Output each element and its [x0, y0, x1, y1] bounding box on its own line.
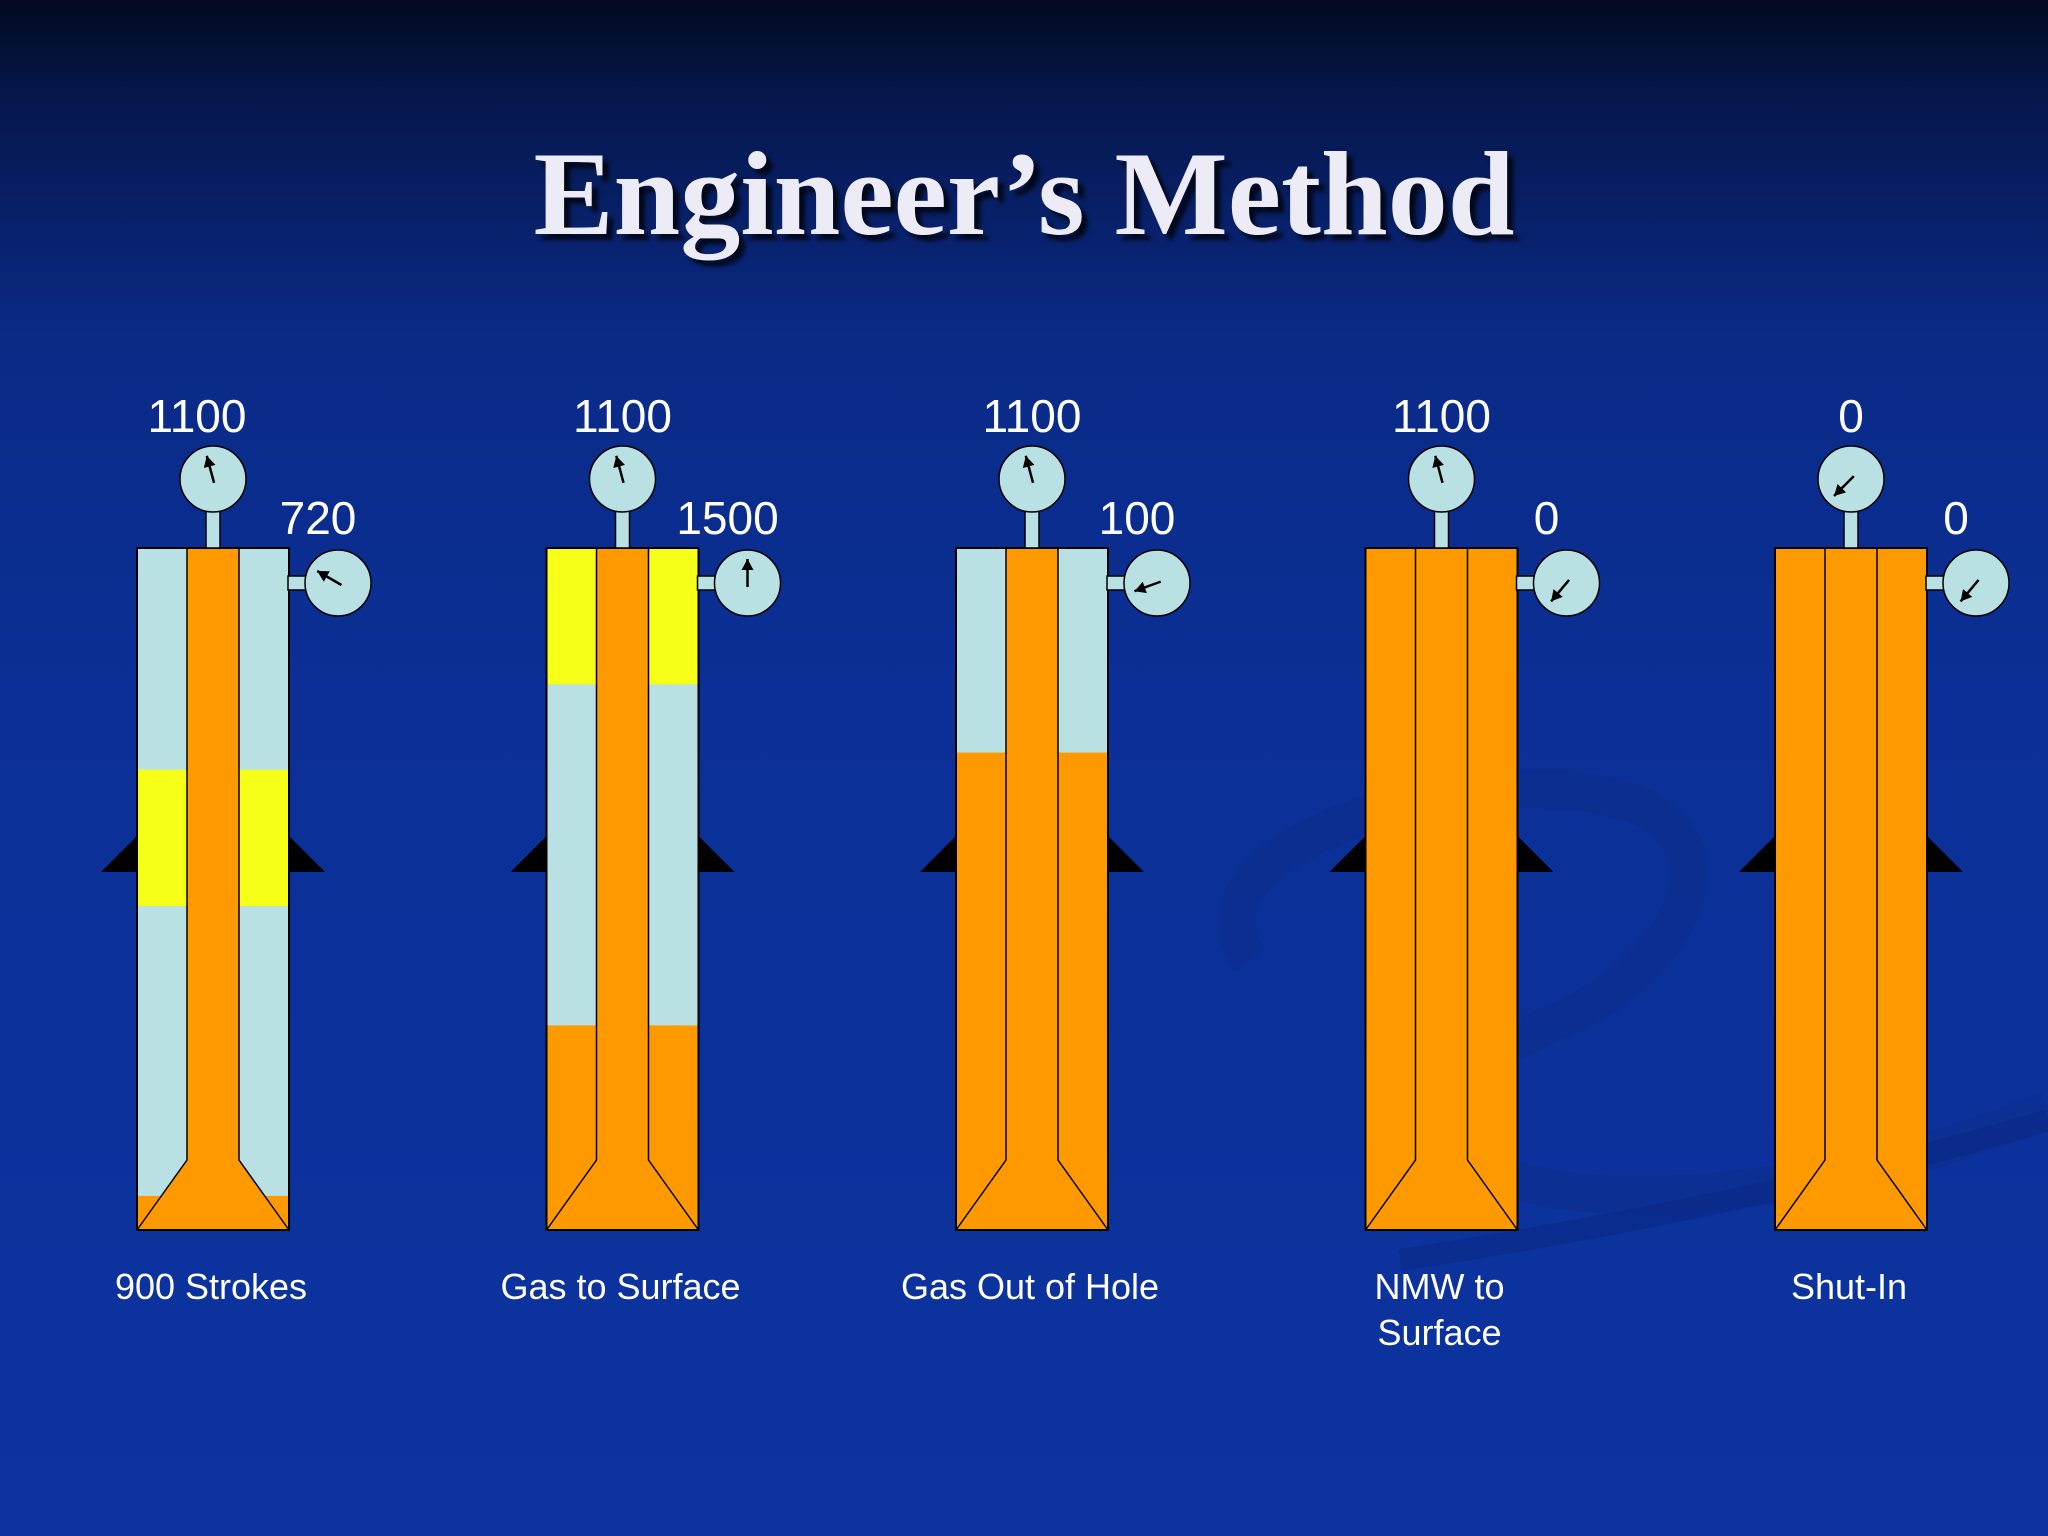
- well-stage: 0 0 Shut-In: [1739, 390, 2010, 1307]
- drillpipe-gauge-stem: [1433, 507, 1450, 549]
- drillpipe-wall-right: [238, 548, 290, 1231]
- drillpipe-pressure-label: 0: [1838, 390, 1864, 442]
- casing-shoe-right: [1517, 836, 1554, 872]
- needle-head: [1432, 455, 1444, 468]
- stage-caption-line: Gas to Surface: [500, 1266, 740, 1307]
- casing-shoe-right: [698, 836, 735, 872]
- slide-title: Engineer’s Method: [533, 127, 1515, 260]
- drillpipe-gauge-stem: [1024, 507, 1040, 549]
- drillpipe-gauge-needle: [1432, 455, 1444, 484]
- drillpipe-gauge-needle: [613, 455, 625, 484]
- casing-shoe-right: [289, 836, 325, 872]
- drillpipe-pressure-label: 1100: [148, 390, 247, 442]
- needle-head: [1022, 455, 1035, 468]
- casing-shoe-right: [1927, 836, 1963, 872]
- casing-gauge-needle: [316, 569, 343, 587]
- casing-shoe-right: [1108, 836, 1144, 872]
- casing-shoe-left: [510, 836, 547, 872]
- needle-head: [613, 455, 625, 468]
- casing-gauge-needle: [1959, 579, 1980, 603]
- drillpipe-gauge-needle: [1833, 475, 1855, 497]
- drillpipe-gauge-needle: [203, 455, 216, 484]
- casing-shoe-left: [101, 836, 137, 872]
- well-stage: 1100 0 NMW to Surface: [1329, 390, 1601, 1353]
- stage-caption: 900 Strokes: [115, 1266, 307, 1307]
- drillpipe-kill-mud: [596, 548, 649, 1160]
- drillpipe-kill-mud: [1415, 548, 1468, 1160]
- casing-pressure-label: 100: [1099, 492, 1176, 544]
- casing-gauge-needle: [1134, 580, 1162, 594]
- stage-caption-line: Gas Out of Hole: [901, 1266, 1159, 1307]
- needle-head: [317, 571, 330, 582]
- drillpipe-wall-right: [647, 548, 700, 1231]
- stage-caption: Gas Out of Hole: [901, 1266, 1159, 1307]
- stage-caption-line: 900 Strokes: [115, 1266, 307, 1307]
- drillpipe-wall-right: [1057, 548, 1109, 1231]
- drillpipe-wall-left: [955, 548, 1007, 1231]
- stage-caption: NMW to Surface: [1375, 1266, 1505, 1353]
- stage-caption-line: Surface: [1377, 1312, 1501, 1353]
- stage-caption-line: Shut-In: [1791, 1266, 1907, 1307]
- well-stage: 1100 100 Gas Out of Hole: [901, 390, 1191, 1307]
- casing-gauge-needle: [741, 559, 754, 587]
- drillpipe-gauge-needle: [1022, 455, 1035, 484]
- drillpipe-kill-mud: [1006, 548, 1058, 1160]
- drillpipe-pressure-label: 1100: [983, 390, 1082, 442]
- needle-head: [1134, 581, 1147, 594]
- casing-gauge-needle: [1550, 579, 1571, 603]
- casing-pressure-label: 1500: [676, 492, 778, 544]
- casing-shoe-left: [920, 836, 956, 872]
- drillpipe-gauge-stem: [1843, 507, 1859, 549]
- needle-head: [741, 559, 754, 570]
- stage-caption: Shut-In: [1791, 1266, 1907, 1307]
- drillpipe-kill-mud: [187, 548, 239, 1160]
- needle-head: [1834, 483, 1847, 496]
- drillpipe-wall-left: [1774, 548, 1826, 1231]
- drillpipe-pressure-label: 1100: [573, 390, 672, 442]
- drillpipe-wall-left: [1364, 548, 1417, 1231]
- drillpipe-kill-mud: [1825, 548, 1877, 1160]
- casing-shoe-left: [1739, 836, 1775, 872]
- gas-zone-left: [546, 548, 597, 685]
- casing-pressure-label: 720: [280, 492, 357, 544]
- drillpipe-wall-right: [1876, 548, 1928, 1231]
- needle-head: [1960, 589, 1973, 602]
- drillpipe-wall-left: [545, 548, 598, 1231]
- drillpipe-wall-left: [136, 548, 188, 1231]
- casing-shoe-left: [1329, 836, 1366, 872]
- drillpipe-gauge-stem: [614, 507, 631, 549]
- casing-pressure-label: 0: [1534, 492, 1560, 544]
- needle-head: [203, 455, 216, 468]
- gas-zone-left: [137, 769, 187, 907]
- drillpipe-pressure-label: 1100: [1392, 390, 1491, 442]
- stage-caption-line: NMW to: [1375, 1266, 1505, 1307]
- gas-zone-right: [648, 548, 699, 685]
- well-stage: 1100 720 900 Strokes: [101, 390, 372, 1307]
- casing-pressure-label: 0: [1943, 492, 1969, 544]
- drillpipe-wall-right: [1466, 548, 1519, 1231]
- gas-zone-right: [239, 769, 289, 907]
- needle-head: [1551, 589, 1563, 602]
- stage-caption: Gas to Surface: [500, 1266, 740, 1307]
- drillpipe-gauge-stem: [205, 507, 221, 549]
